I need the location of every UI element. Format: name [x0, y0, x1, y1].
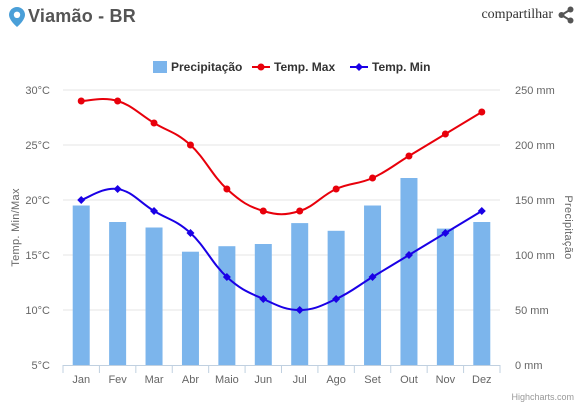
- y-left-tick-label: 5°C: [32, 360, 51, 372]
- temp-max-point[interactable]: [186, 141, 194, 149]
- temp-min-point[interactable]: [368, 273, 377, 281]
- y-right-tick-label: 100 mm: [515, 250, 555, 262]
- page-title: Viamão - BR: [28, 6, 136, 26]
- precipitation-bar[interactable]: [218, 246, 236, 365]
- temp-min-point[interactable]: [332, 295, 341, 303]
- temp-max-point[interactable]: [405, 152, 413, 160]
- y-right-axis-title: Precipitação: [562, 195, 574, 259]
- temp-max-point[interactable]: [150, 119, 158, 127]
- y-left-tick-label: 10°C: [25, 305, 50, 317]
- header: Viamão - BR compartilhar: [0, 0, 580, 34]
- temperature-lines: [77, 97, 486, 314]
- precipitation-bar[interactable]: [145, 227, 163, 366]
- share-label: compartilhar: [481, 7, 553, 22]
- y-right-tick-label: 50 mm: [515, 305, 549, 317]
- legend-label-temp-max[interactable]: Temp. Max: [274, 60, 335, 74]
- temp-min-point[interactable]: [150, 207, 159, 215]
- temp-max-point[interactable]: [259, 207, 267, 215]
- y-left-tick-label: 15°C: [25, 250, 50, 262]
- temp-min-point[interactable]: [222, 273, 231, 281]
- legend-label-precipitacao[interactable]: Precipitação: [171, 60, 242, 74]
- temp-max-point[interactable]: [77, 97, 85, 105]
- precipitation-bar[interactable]: [364, 205, 382, 366]
- chart-credits[interactable]: Highcharts.com: [511, 392, 574, 402]
- x-tick-label: Nov: [436, 374, 456, 386]
- temp-min-point[interactable]: [77, 196, 86, 204]
- y-left-tick-label: 30°C: [25, 85, 50, 97]
- temp-max-point[interactable]: [114, 97, 122, 105]
- precipitation-bars: [72, 178, 491, 366]
- temp-min-point[interactable]: [186, 229, 195, 237]
- temp-max-point[interactable]: [369, 174, 377, 182]
- precipitation-bar[interactable]: [436, 228, 454, 365]
- x-tick-label: Dez: [472, 374, 492, 386]
- temp-max-point[interactable]: [478, 108, 486, 116]
- x-tick-label: Ago: [326, 374, 346, 386]
- x-tick-label: Jan: [72, 374, 90, 386]
- precipitation-bar[interactable]: [181, 251, 199, 365]
- temp-min-point[interactable]: [259, 295, 268, 303]
- temp-min-point[interactable]: [441, 229, 450, 237]
- y-right-tick-label: 0 mm: [515, 360, 543, 372]
- temp-min-point[interactable]: [295, 306, 304, 314]
- temp-min-point[interactable]: [113, 185, 122, 193]
- temp-min-point[interactable]: [404, 251, 413, 259]
- temp-max-point[interactable]: [296, 207, 304, 215]
- temp-max-point[interactable]: [332, 185, 340, 193]
- temp-min-point[interactable]: [477, 207, 486, 215]
- precipitation-bar[interactable]: [109, 222, 127, 365]
- precipitation-bar[interactable]: [254, 244, 272, 365]
- precipitation-bar[interactable]: [400, 178, 418, 365]
- legend-swatch-precipitacao[interactable]: [153, 61, 167, 73]
- legend-marker-temp-max[interactable]: [257, 63, 265, 71]
- x-tick-label: Fev: [108, 374, 127, 386]
- legend-marker-temp-min[interactable]: [355, 63, 363, 71]
- share-icon: [558, 6, 574, 24]
- x-tick-label: Set: [364, 374, 381, 386]
- x-tick-label: Mar: [145, 374, 164, 386]
- x-tick-label: Jun: [254, 374, 272, 386]
- precipitation-bar[interactable]: [291, 223, 309, 365]
- temp-max-point[interactable]: [223, 185, 231, 193]
- temp-max-line: [81, 98, 483, 216]
- y-right-tick-label: 250 mm: [515, 85, 555, 97]
- grid-lines: [63, 89, 500, 311]
- precipitation-bar[interactable]: [72, 205, 90, 366]
- y-right-tick-label: 150 mm: [515, 195, 555, 207]
- axes: 5°C 0 mm 10°C 50 mm 15°C 100 mm 20°C 150 mm 25°C…: [10, 85, 574, 386]
- y-left-tick-label: 25°C: [25, 140, 50, 152]
- x-tick-label: Jul: [293, 374, 307, 386]
- x-tick-label: Abr: [182, 374, 199, 386]
- y-left-tick-label: 20°C: [25, 195, 50, 207]
- precipitation-bar[interactable]: [473, 222, 491, 365]
- y-left-axis-title: Temp. Min/Max: [10, 188, 22, 267]
- legend-label-temp-min[interactable]: Temp. Min: [372, 60, 430, 74]
- share-button[interactable]: compartilhar: [481, 6, 574, 24]
- x-tick-label: Out: [400, 374, 418, 386]
- location-pin-icon: [9, 7, 25, 27]
- temp-max-point[interactable]: [441, 130, 449, 138]
- x-tick-label: Maio: [215, 374, 239, 386]
- temp-min-line: [80, 187, 483, 312]
- legend: Precipitação Temp. Max Temp. Min: [153, 60, 430, 74]
- y-right-tick-label: 200 mm: [515, 140, 555, 152]
